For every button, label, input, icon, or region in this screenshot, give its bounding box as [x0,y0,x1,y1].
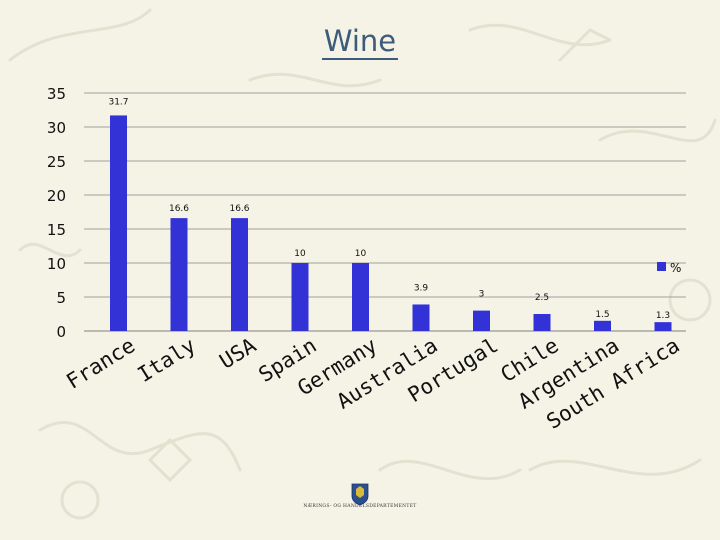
y-tick-label: 15 [47,221,66,239]
gridlines [84,92,686,332]
data-label: 10 [294,249,306,259]
bar [170,218,188,331]
y-axis-ticks: 0 5 10 15 20 25 30 35 [47,85,66,341]
bar [352,263,369,331]
y-tick-label: 10 [47,255,66,273]
y-tick-label: 5 [56,289,66,307]
bar [594,320,611,331]
legend: % [657,261,681,275]
y-tick-label: 0 [56,323,66,341]
bar [533,314,551,331]
bar [110,115,127,331]
y-tick-label: 25 [47,153,66,171]
legend-label: % [670,261,681,275]
y-tick-label: 35 [47,85,66,103]
data-label: 3.9 [414,283,429,293]
bar [231,218,248,331]
legend-swatch [657,262,666,271]
data-label: 1.5 [595,310,609,320]
ministry-name: NÆRINGS- OG HANDELSDEPARTEMENTET [303,504,417,509]
data-label: 10 [355,249,367,259]
data-labels: 31.7 16.6 16.6 10 10 3.9 3 2.5 1.5 1.3 [108,97,670,321]
data-label: 31.7 [108,97,128,107]
data-label: 16.6 [229,204,249,214]
data-label: 16.6 [169,204,189,214]
data-label: 3 [479,290,485,300]
bars [110,115,672,331]
page-title: Wine [321,24,399,60]
data-label: 2.5 [535,293,549,303]
y-tick-label: 20 [47,187,66,205]
bar [654,322,672,331]
bar [412,304,430,331]
y-tick-label: 30 [47,119,66,137]
bar [473,310,490,331]
bar [291,263,309,331]
data-label: 1.3 [656,311,670,321]
